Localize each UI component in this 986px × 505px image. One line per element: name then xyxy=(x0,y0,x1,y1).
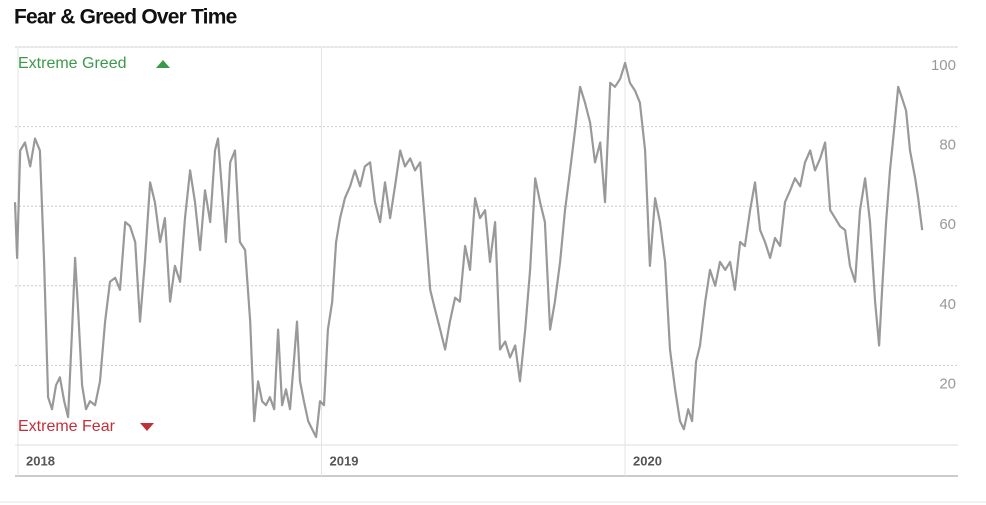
extreme-fear-label: Extreme Fear xyxy=(18,418,116,435)
y-tick-label: 40 xyxy=(939,296,956,313)
y-tick-label: 20 xyxy=(939,375,956,392)
x-tick-label: 2019 xyxy=(330,453,359,468)
x-tick-label: 2018 xyxy=(26,453,55,468)
down-triangle xyxy=(140,423,154,431)
line-series xyxy=(13,61,924,439)
y-tick-label: 60 xyxy=(939,216,956,233)
x-tick-label: 2020 xyxy=(633,453,662,468)
y-tick-label: 100 xyxy=(931,57,956,74)
extreme-greed-label: Extreme Greed xyxy=(18,55,126,72)
y-tick-label: 80 xyxy=(939,137,956,154)
up-triangle xyxy=(156,60,170,68)
chart-title: Fear & Greed Over Time xyxy=(14,6,237,29)
